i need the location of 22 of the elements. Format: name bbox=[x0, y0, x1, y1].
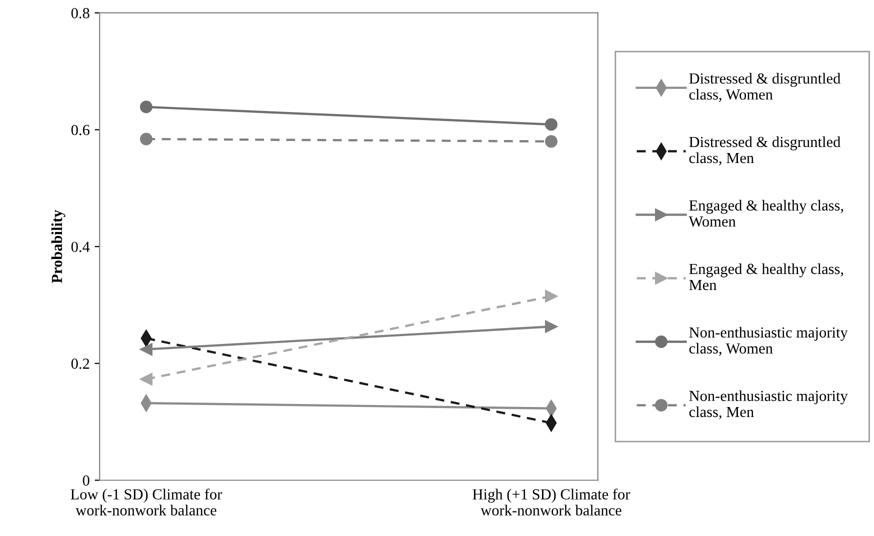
y-tick-label: 0.2 bbox=[71, 358, 90, 369]
point bbox=[140, 343, 152, 356]
point bbox=[544, 135, 558, 148]
legend-label: Engaged & healthy class, Women bbox=[688, 200, 844, 227]
y-axis-title: Probability bbox=[51, 210, 66, 284]
point bbox=[544, 320, 558, 333]
point bbox=[544, 118, 558, 131]
x-tick-label: Low (-1 SD) Climate for work-nonwork balance bbox=[70, 488, 222, 516]
legend-label: Non-enthusiastic majority class, Men bbox=[689, 390, 848, 420]
point bbox=[140, 132, 152, 146]
point bbox=[140, 100, 152, 114]
legend-label: Distressed & disgruntled class, Men bbox=[689, 136, 840, 166]
legend-label: Non-enthusiastic majority class, Women bbox=[689, 326, 848, 356]
y-tick-label: 0.6 bbox=[71, 124, 90, 136]
y-tick-label: 0.8 bbox=[71, 8, 90, 18]
point bbox=[140, 372, 152, 386]
legend-label: Distressed & disgruntled class, Women bbox=[689, 72, 840, 102]
legend-label: Engaged & healthy class, Men bbox=[689, 263, 844, 290]
point bbox=[544, 290, 558, 302]
y-tick-label: 0 bbox=[82, 475, 90, 486]
y-tick-label: 0.4 bbox=[71, 242, 90, 252]
x-tick-label: High (+1 SD) Climate for work-nonwork balance bbox=[472, 488, 630, 516]
